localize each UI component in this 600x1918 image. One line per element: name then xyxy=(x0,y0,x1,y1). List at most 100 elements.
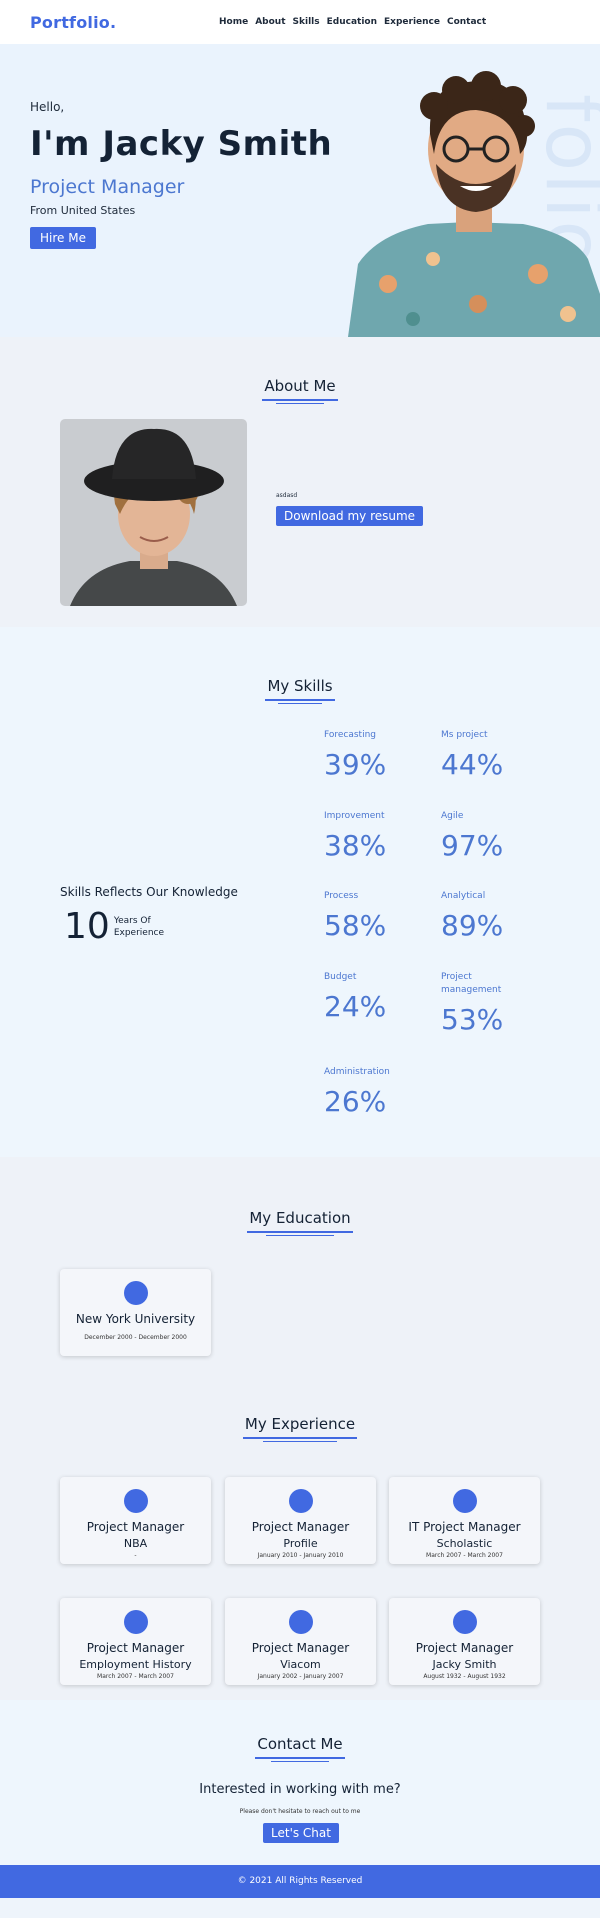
skill-name: Improvement xyxy=(324,811,385,821)
nav-about-link[interactable]: About xyxy=(255,17,286,27)
skill-percent: 44% xyxy=(441,748,504,782)
education-dates: December 2000 - December 2000 xyxy=(84,1334,187,1341)
education-card: New York University December 2000 - Dece… xyxy=(60,1269,211,1356)
nav-menu: Home About Skills Education Experience C… xyxy=(219,0,486,44)
skill-name: Ms project xyxy=(441,730,488,740)
hero-role: Project Manager xyxy=(30,176,185,198)
experience-dates: March 2007 - March 2007 xyxy=(97,1673,174,1680)
skills-title: My Skills xyxy=(0,677,600,704)
skill-name: Budget xyxy=(324,972,357,982)
experience-company: Employment History xyxy=(79,1658,192,1671)
nav-skills-link[interactable]: Skills xyxy=(292,17,320,27)
about-title: About Me xyxy=(0,377,600,404)
skill-name: Forecasting xyxy=(324,730,377,740)
education-title: My Education xyxy=(0,1209,600,1236)
skills-title-text: My Skills xyxy=(265,677,335,704)
education-dot-icon xyxy=(123,1281,148,1305)
experience-card: Project Manager Employment History March… xyxy=(60,1598,211,1685)
lets-chat-button[interactable]: Let's Chat xyxy=(263,1823,339,1843)
years-number: 10 xyxy=(64,906,110,947)
skills-section: My Skills Skills Reflects Our Knowledge … xyxy=(0,627,600,1157)
experience-dates: March 2007 - March 2007 xyxy=(426,1552,503,1559)
skill-item: Forecasting 39% xyxy=(324,729,434,781)
years-label: Years Of Experience xyxy=(113,915,165,938)
contact-subtext: Please don't hesitate to reach out to me xyxy=(239,1808,361,1815)
hero-portrait-image xyxy=(348,71,600,337)
hero-location: From United States xyxy=(30,204,136,217)
skill-name: Analytical xyxy=(441,891,486,901)
experience-title: My Experience xyxy=(0,1415,600,1442)
experience-role: IT Project Manager xyxy=(408,1520,521,1534)
experience-role: Project Manager xyxy=(86,1520,185,1534)
nav-contact-link[interactable]: Contact xyxy=(446,17,487,27)
experience-dates: August 1932 - August 1932 xyxy=(423,1673,506,1680)
nav-home-link[interactable]: Home xyxy=(219,17,249,27)
experience-dot-icon xyxy=(288,1610,313,1634)
education-section: My Education New York University Decembe… xyxy=(0,1157,600,1387)
hero-section: folio Hello, I'm Jacky Smith Project Man… xyxy=(0,44,600,337)
experience-dot-icon xyxy=(452,1610,477,1634)
skill-item: Project management 53% xyxy=(441,971,531,1036)
experience-dot-icon xyxy=(452,1489,477,1513)
skill-item: Administration 26% xyxy=(324,1066,434,1118)
experience-company: Viacom xyxy=(280,1658,321,1671)
about-text: asdasd xyxy=(276,492,298,499)
experience-dates: January 2002 - January 2007 xyxy=(257,1673,344,1680)
experience-dot-icon xyxy=(123,1489,148,1513)
contact-heading: Interested in working with me? xyxy=(199,1782,401,1797)
skill-item: Agile 97% xyxy=(441,810,551,862)
experience-title-text: My Experience xyxy=(242,1415,358,1442)
contact-title: Contact Me xyxy=(0,1735,600,1762)
experience-card: Project Manager NBA - xyxy=(60,1477,211,1564)
experience-card: Project Manager Profile January 2010 - J… xyxy=(225,1477,376,1564)
skill-name: Project management xyxy=(441,972,502,996)
experience-role: Project Manager xyxy=(415,1641,514,1655)
contact-title-text: Contact Me xyxy=(255,1735,345,1762)
experience-role: Project Manager xyxy=(251,1520,350,1534)
experience-dot-icon xyxy=(123,1610,148,1634)
skill-percent: 38% xyxy=(324,829,387,863)
education-school: New York University xyxy=(75,1312,196,1326)
about-portrait-image xyxy=(60,419,247,606)
contact-section: Contact Me Interested in working with me… xyxy=(0,1700,600,1865)
experience-company: Jacky Smith xyxy=(432,1658,497,1671)
experience-role: Project Manager xyxy=(251,1641,350,1655)
skill-item: Analytical 89% xyxy=(441,890,551,942)
skill-percent: 97% xyxy=(441,829,504,863)
hero-text-block: Hello, I'm Jacky Smith Project Manager F… xyxy=(30,100,332,249)
skill-item: Budget 24% xyxy=(324,971,434,1023)
skill-percent: 26% xyxy=(324,1085,387,1119)
experience-dates: - xyxy=(134,1552,137,1559)
about-title-text: About Me xyxy=(262,377,338,404)
experience-section: My Experience Project Manager NBA - Proj… xyxy=(0,1387,600,1700)
about-section: About Me asdasd Download my resume xyxy=(0,337,600,627)
footer: © 2021 All Rights Reserved xyxy=(0,1865,600,1898)
download-resume-button[interactable]: Download my resume xyxy=(276,506,424,526)
experience-dates: January 2010 - January 2010 xyxy=(257,1552,344,1559)
skill-percent: 24% xyxy=(324,990,387,1024)
site-logo[interactable]: Portfolio. xyxy=(30,12,117,32)
skills-heading: Skills Reflects Our Knowledge xyxy=(60,885,238,899)
skill-name: Administration xyxy=(324,1067,390,1077)
nav-experience-link[interactable]: Experience xyxy=(384,17,440,27)
footer-copyright: © 2021 All Rights Reserved xyxy=(237,1876,363,1886)
skill-percent: 89% xyxy=(441,909,504,943)
education-title-text: My Education xyxy=(247,1209,353,1236)
hero-name: I'm Jacky Smith xyxy=(30,124,333,164)
experience-role: Project Manager xyxy=(86,1641,185,1655)
experience-card: Project Manager Viacom January 2002 - Ja… xyxy=(225,1598,376,1685)
skill-name: Process xyxy=(324,891,359,901)
skill-percent: 58% xyxy=(324,909,387,943)
experience-company: NBA xyxy=(123,1537,148,1550)
experience-dot-icon xyxy=(288,1489,313,1513)
nav-education-link[interactable]: Education xyxy=(326,17,377,27)
experience-card: IT Project Manager Scholastic March 2007… xyxy=(389,1477,540,1564)
experience-company: Scholastic xyxy=(436,1537,493,1550)
skill-percent: 53% xyxy=(441,1003,504,1037)
hire-me-button[interactable]: Hire Me xyxy=(30,227,96,249)
hero-greeting: Hello, xyxy=(30,100,65,114)
skill-percent: 39% xyxy=(324,748,387,782)
navbar: Portfolio. Home About Skills Education E… xyxy=(0,0,600,44)
skill-item: Ms project 44% xyxy=(441,729,551,781)
skill-item: Improvement 38% xyxy=(324,810,434,862)
